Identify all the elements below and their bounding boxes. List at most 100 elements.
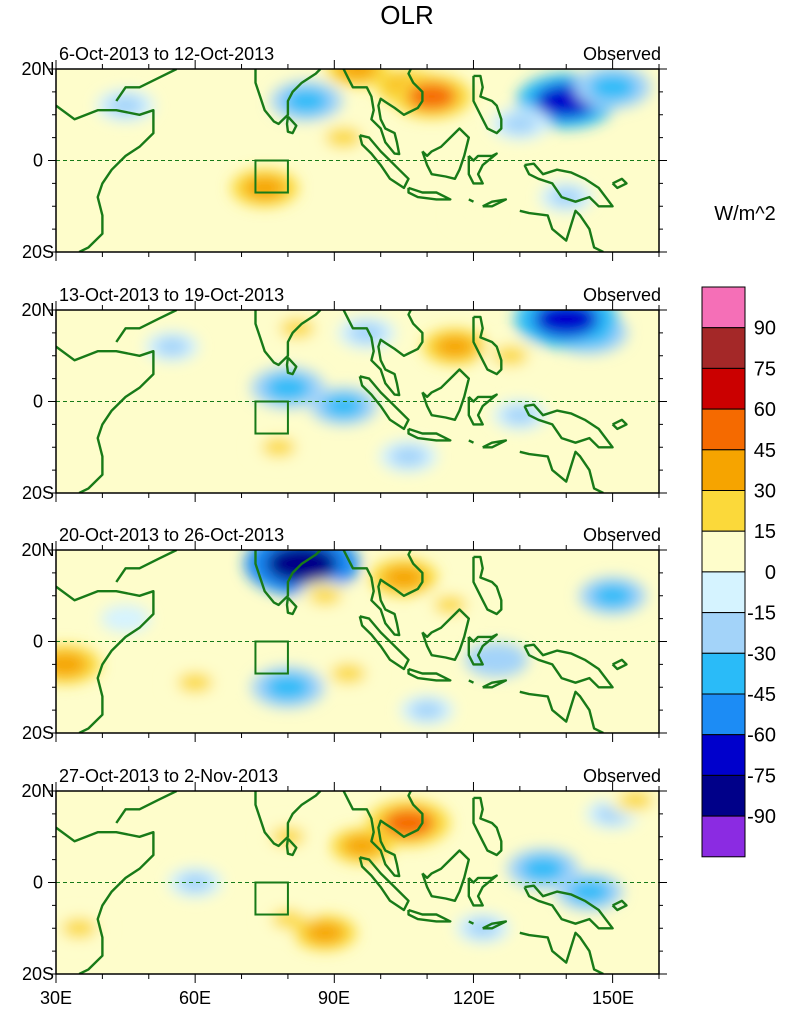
anomaly-field [56,550,647,726]
coastline [342,550,424,637]
colorbar: 90 75 60 45 30 15 0 -15 -30 -45 -60 -75 -90 [701,286,776,858]
coastline [611,418,628,431]
y-tick-label: 20N [21,540,54,560]
figure-title: OLR [380,0,433,30]
y-tick-label: 20S [22,242,54,262]
coastline [254,69,322,126]
coastline [523,162,614,208]
coastline [468,439,475,444]
map-panel: 20N 0 20S 13-Oct-2013 to 19-Oct-2013 Observe… [21,285,667,503]
coastline [482,920,508,930]
colorbar-swatch [701,693,746,736]
anomaly-core [588,74,637,101]
box-region [254,640,289,675]
coastline [611,899,628,912]
coastline [611,177,628,190]
colorbar-swatch [701,490,746,532]
coastline [115,69,178,102]
coastline [523,884,614,930]
colorbar-swatch [701,774,746,817]
map-panel: 20N 0 20S 20-Oct-2013 to 26-Oct-2013 Observe… [21,525,667,743]
coastline [472,315,503,376]
box-region [254,881,289,916]
coastline [467,393,498,426]
coastline [407,186,452,201]
colorbar-level-label: -15 [747,603,776,625]
map-panel: 20N 0 20S 27-Oct-2013 to 2-Nov-2013 Observed [21,766,667,984]
y-tick-label: 20S [22,483,54,503]
coastline [254,791,322,848]
anomaly-core [520,856,566,882]
y-tick-label: 20S [22,723,54,743]
anomaly-field [96,69,651,228]
coastline [523,403,614,449]
coastline [358,134,410,190]
anomaly-core [284,88,329,114]
colorbar-level-label: 75 [754,358,776,380]
anomaly-core [503,405,537,425]
anomaly-core [305,921,345,944]
colorbar-level-label: -30 [747,643,776,665]
anomaly-core [390,446,427,467]
anomaly-core [382,565,425,590]
coastline [56,585,155,733]
colorbar-level-label: -75 [747,765,776,787]
anomaly-core [501,113,538,134]
coastline [472,796,503,857]
anomaly-core [155,337,189,356]
panel-date-label: 20-Oct-2013 to 26-Oct-2013 [59,525,284,545]
y-tick-label: 20N [21,300,54,320]
y-tick-label: 20N [21,781,54,801]
anomaly-core [382,808,435,838]
anomaly-core [322,394,365,418]
coastline [342,69,424,156]
colorbar-level-label: 90 [754,318,776,340]
coastline [519,690,604,733]
y-tick-label: 0 [33,392,43,412]
colorbar-level-label: 60 [754,399,776,421]
panel-date-label: 6-Oct-2013 to 12-Oct-2013 [59,44,274,64]
colorbar-swatch [701,652,746,695]
colorbar-swatch [701,408,746,451]
anomaly-core [325,127,362,148]
coastline [115,550,178,583]
coastline [421,849,470,902]
anomaly-core [410,700,444,720]
colorbar-level-label: -90 [747,806,776,828]
coastline [468,198,475,203]
colorbar-level-label: 30 [754,481,776,503]
coastline [482,198,508,208]
panel-tag-label: Observed [583,44,661,64]
colorbar-swatch [701,449,746,491]
coastline [56,345,155,493]
coastline [285,115,298,135]
coastline [467,874,498,907]
coastline [482,679,508,689]
coastline [285,356,298,376]
coastline [468,920,475,925]
panel-date-label: 27-Oct-2013 to 2-Nov-2013 [59,766,278,786]
colorbar-swatch [701,815,746,858]
coastline [342,791,424,878]
colorbar-swatch [701,367,746,410]
coastlines [56,310,628,493]
coastlines [56,69,628,252]
coastline [611,658,628,671]
colorbar-level-label: 0 [765,562,776,584]
anomaly-core [61,918,97,938]
coastline [56,826,155,974]
box-region [254,400,289,435]
coastline [254,310,322,367]
anomaly-core [308,586,342,605]
colorbar-swatch [701,286,746,329]
coastline [407,427,452,442]
coastline [482,439,508,449]
map-panel: 20N 0 20S 6-Oct-2013 to 12-Oct-2013 Observed [21,44,667,262]
coastline [342,310,424,397]
panel-tag-label: Observed [583,766,661,786]
coastline [467,152,498,185]
colorbar-level-label: 45 [754,440,776,462]
coastline [421,127,470,180]
anomaly-core [110,610,141,628]
